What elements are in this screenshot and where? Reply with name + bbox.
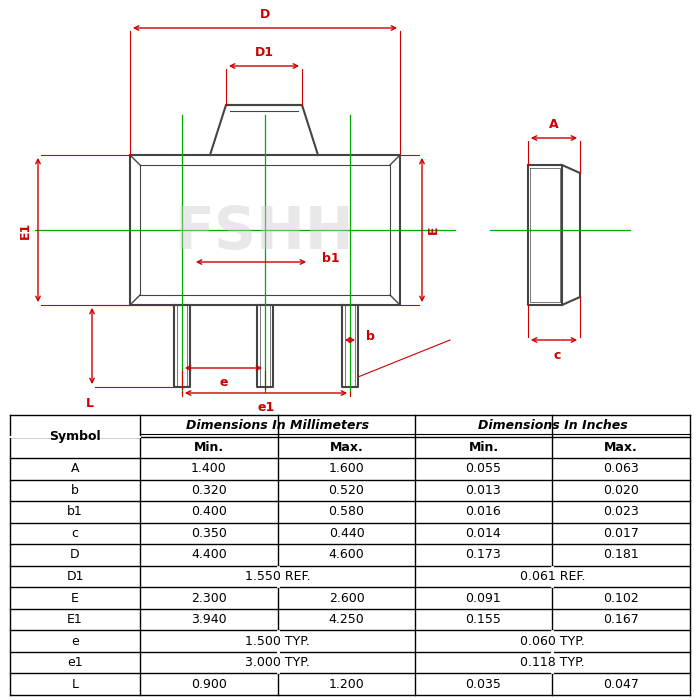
Text: b: b: [366, 330, 375, 344]
Text: D: D: [70, 549, 80, 561]
Text: 0.167: 0.167: [603, 613, 639, 626]
Text: Dimensions In Inches: Dimensions In Inches: [477, 419, 627, 433]
Text: 0.014: 0.014: [466, 527, 501, 540]
Text: 4.600: 4.600: [328, 549, 365, 561]
Text: 4.250: 4.250: [328, 613, 365, 626]
Text: e: e: [71, 635, 79, 648]
Text: 2.300: 2.300: [191, 592, 227, 605]
Text: E1: E1: [19, 221, 32, 239]
Text: 1.400: 1.400: [191, 462, 227, 475]
Text: A: A: [550, 118, 559, 131]
Text: 0.350: 0.350: [191, 527, 227, 540]
Text: E1: E1: [67, 613, 83, 626]
Text: 0.016: 0.016: [466, 505, 501, 519]
Text: E: E: [71, 592, 79, 605]
Text: 0.035: 0.035: [466, 678, 501, 691]
Text: c: c: [71, 527, 78, 540]
Text: 0.580: 0.580: [328, 505, 365, 519]
Text: Dimensions In Millimeters: Dimensions In Millimeters: [186, 419, 369, 433]
Text: Min.: Min.: [194, 441, 224, 454]
Text: 0.102: 0.102: [603, 592, 639, 605]
Text: 0.900: 0.900: [191, 678, 227, 691]
Text: 0.013: 0.013: [466, 484, 501, 497]
Text: 0.061 REF.: 0.061 REF.: [519, 570, 585, 583]
Text: Min.: Min.: [468, 441, 498, 454]
Text: FSHH: FSHH: [175, 204, 355, 260]
Text: 1.200: 1.200: [328, 678, 365, 691]
Text: 0.047: 0.047: [603, 678, 639, 691]
Text: 0.017: 0.017: [603, 527, 639, 540]
Text: b1: b1: [322, 253, 340, 265]
Text: L: L: [86, 397, 94, 410]
Text: D1: D1: [66, 570, 84, 583]
Text: D1: D1: [255, 46, 274, 59]
Text: 0.181: 0.181: [603, 549, 639, 561]
Text: 0.155: 0.155: [466, 613, 501, 626]
Text: Symbol: Symbol: [49, 430, 101, 443]
Text: 3.940: 3.940: [191, 613, 227, 626]
Text: A: A: [71, 462, 79, 475]
Text: b1: b1: [67, 505, 83, 519]
Text: Max.: Max.: [604, 441, 638, 454]
Text: 1.550 REF.: 1.550 REF.: [245, 570, 310, 583]
Text: 0.023: 0.023: [603, 505, 639, 519]
Text: 1.500 TYP.: 1.500 TYP.: [245, 635, 310, 648]
Text: Max.: Max.: [330, 441, 363, 454]
Text: 2.600: 2.600: [328, 592, 365, 605]
Text: 0.063: 0.063: [603, 462, 639, 475]
Text: 0.440: 0.440: [328, 527, 365, 540]
Text: e1: e1: [258, 401, 274, 414]
Text: e: e: [219, 376, 228, 389]
Text: 0.400: 0.400: [191, 505, 227, 519]
Text: b: b: [71, 484, 79, 497]
Text: 1.600: 1.600: [328, 462, 365, 475]
Text: 0.020: 0.020: [603, 484, 639, 497]
Text: 0.091: 0.091: [466, 592, 501, 605]
Text: c: c: [553, 349, 561, 362]
Text: e1: e1: [67, 656, 83, 669]
Text: 4.400: 4.400: [191, 549, 227, 561]
Text: 0.055: 0.055: [466, 462, 501, 475]
Text: 0.060 TYP.: 0.060 TYP.: [520, 635, 585, 648]
Text: L: L: [71, 678, 78, 691]
Text: 0.520: 0.520: [328, 484, 365, 497]
Text: 3.000 TYP.: 3.000 TYP.: [245, 656, 310, 669]
Text: E: E: [427, 225, 440, 234]
Text: 0.320: 0.320: [191, 484, 227, 497]
Text: D: D: [260, 8, 270, 21]
Text: 0.118 TYP.: 0.118 TYP.: [520, 656, 584, 669]
Text: 0.173: 0.173: [466, 549, 501, 561]
